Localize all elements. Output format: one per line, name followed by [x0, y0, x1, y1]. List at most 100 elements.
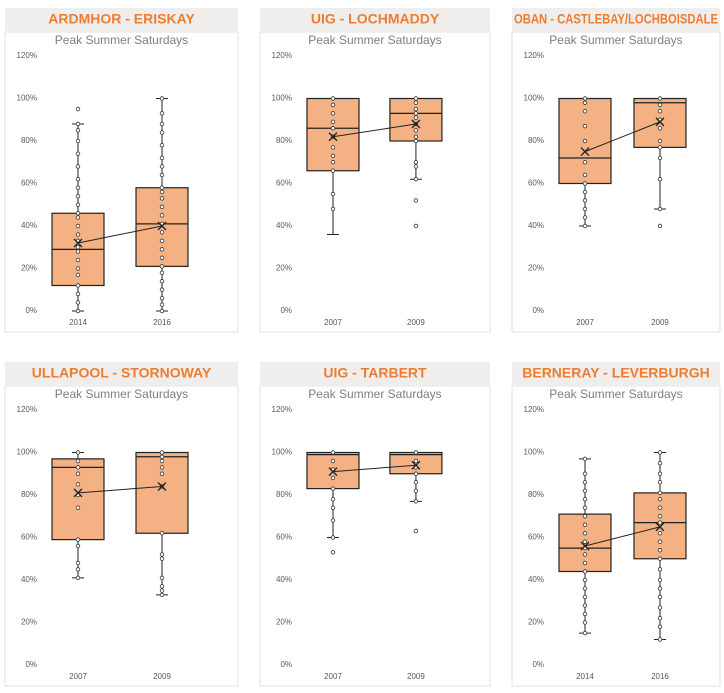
data-point — [582, 223, 588, 229]
y-tick-label: 40% — [276, 221, 292, 230]
data-point — [75, 272, 81, 278]
data-point — [657, 548, 663, 553]
data-point — [657, 96, 663, 101]
data-point — [413, 115, 419, 120]
mean-line — [332, 464, 416, 473]
data-point — [413, 499, 419, 504]
data-point — [657, 624, 663, 629]
mean-marker — [328, 132, 338, 142]
data-point — [657, 206, 663, 212]
x-tick-label: 2009 — [407, 672, 425, 681]
data-point — [413, 138, 419, 144]
data-point — [582, 497, 588, 502]
data-point — [330, 550, 336, 555]
y-tick-label: 80% — [21, 490, 37, 499]
data-point — [657, 138, 663, 144]
data-point — [582, 577, 588, 583]
y-tick-label: 0% — [25, 306, 37, 315]
data-point — [159, 454, 165, 459]
data-point — [75, 232, 81, 237]
data-point — [582, 531, 588, 536]
data-point — [582, 586, 588, 591]
y-tick-label: 80% — [528, 490, 544, 499]
y-tick-label: 0% — [532, 306, 544, 315]
data-point — [657, 109, 663, 114]
y-tick-label: 100% — [272, 448, 292, 457]
x-tick-label: 2016 — [153, 318, 171, 327]
data-point — [159, 308, 165, 314]
data-point — [75, 560, 81, 566]
data-point — [582, 215, 588, 220]
chart-title: OBAN - CASTLEBAY/LOCHBOISDALE — [514, 11, 718, 27]
data-point — [330, 535, 336, 540]
data-point — [657, 514, 663, 519]
data-point — [582, 456, 588, 462]
data-point — [75, 194, 81, 199]
data-point — [657, 155, 663, 161]
data-point — [657, 577, 663, 583]
chart-subtitle: Peak Summer Saturdays — [55, 387, 188, 401]
y-tick-label: 100% — [272, 94, 292, 103]
data-point — [657, 567, 663, 572]
data-point — [159, 111, 165, 116]
data-point — [159, 264, 165, 269]
data-point — [159, 255, 165, 261]
data-point — [582, 181, 588, 186]
box — [135, 187, 189, 267]
mean-marker — [73, 488, 83, 498]
x-tick-label: 2007 — [69, 672, 87, 681]
y-tick-label: 60% — [21, 179, 37, 188]
data-point — [582, 611, 588, 617]
y-tick-label: 100% — [524, 94, 544, 103]
y-tick-label: 60% — [21, 533, 37, 542]
x-tick-label: 2014 — [69, 318, 87, 327]
data-point — [582, 109, 588, 114]
chart-panel: UIG - TARBERT Peak Summer Saturdays 0% 20% 4… — [259, 362, 491, 687]
data-point — [582, 569, 588, 574]
y-tick-label: 20% — [528, 264, 544, 273]
data-point — [582, 620, 588, 625]
mean-marker — [411, 119, 421, 129]
data-point — [75, 121, 81, 127]
y-tick-label: 20% — [21, 264, 37, 273]
data-point — [75, 567, 81, 572]
data-point — [159, 164, 165, 169]
data-point — [657, 497, 663, 502]
y-tick-label: 20% — [276, 618, 292, 627]
data-point — [582, 488, 588, 493]
data-point — [582, 138, 588, 144]
data-point — [75, 471, 81, 476]
mean-marker — [655, 117, 665, 127]
data-point — [75, 151, 81, 156]
data-point — [330, 160, 336, 165]
data-point — [159, 575, 165, 581]
data-point — [75, 202, 81, 207]
data-point — [330, 191, 336, 197]
x-tick-label: 2007 — [324, 672, 342, 681]
chart-title: UIG - LOCHMADDY — [311, 11, 440, 27]
data-point — [75, 223, 81, 229]
mean-marker — [157, 221, 167, 231]
data-point — [159, 592, 165, 598]
data-point — [159, 204, 165, 210]
y-tick-label: 40% — [21, 221, 37, 230]
data-point — [582, 594, 588, 600]
mean-marker — [328, 467, 338, 477]
data-point — [159, 556, 165, 561]
data-point — [330, 486, 336, 491]
y-tick-label: 100% — [524, 448, 544, 457]
data-point — [159, 196, 165, 201]
data-point — [75, 185, 81, 190]
data-point — [582, 471, 588, 476]
data-point — [159, 238, 165, 244]
title-bar — [512, 362, 720, 386]
title-bar — [5, 8, 238, 32]
data-point — [330, 206, 336, 212]
data-point — [159, 458, 165, 464]
data-point — [159, 588, 165, 593]
data-point — [657, 490, 663, 496]
y-tick-label: 20% — [276, 264, 292, 273]
data-point — [75, 465, 81, 470]
mean-line — [77, 486, 163, 494]
y-tick-label: 120% — [272, 405, 292, 414]
